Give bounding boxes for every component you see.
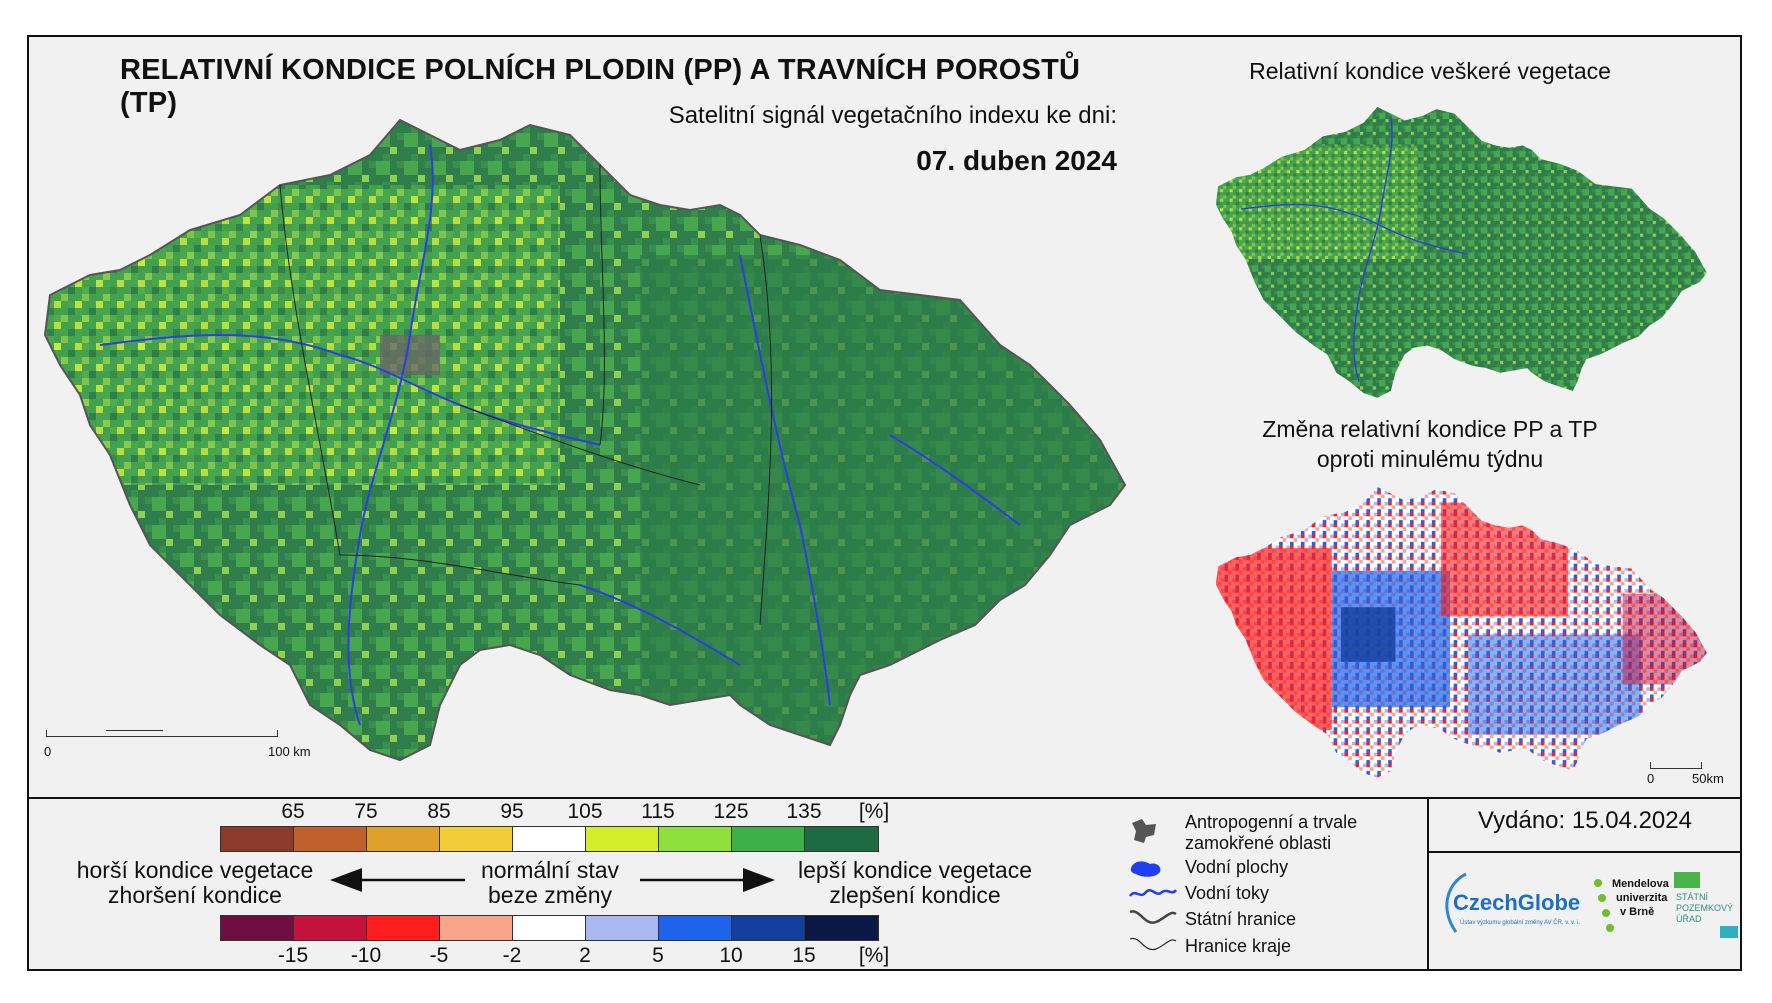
inset-change-title-2: oproti minulému týdnu — [1316, 446, 1544, 472]
legend_condition-tick-7: 135 — [786, 800, 822, 823]
legend_change-tick-8: [%] — [858, 944, 890, 967]
arrow-right-icon — [640, 868, 775, 892]
logo-divider — [1427, 851, 1742, 853]
map-title: RELATIVNÍ KONDICE POLNÍCH PLODIN (PP) A … — [120, 54, 1081, 119]
worse-label-2: zhoršení kondice — [108, 882, 282, 908]
czechglobe-subtitle: Ústav výzkumu globální změny AV ČR, v. v… — [1460, 920, 1581, 926]
inset-scale-end: 50km — [1692, 771, 1724, 786]
better-label-1: lepší kondice vegetace — [798, 857, 1032, 883]
legend_condition-swatch-6 — [659, 827, 732, 851]
better-label-2: zlepšení kondice — [829, 882, 1001, 908]
normal-label-2: beze změny — [487, 882, 612, 908]
normal-label-1: normální stav — [480, 857, 620, 883]
legend_condition-swatch-4 — [513, 827, 586, 851]
main-scale-bar — [46, 730, 286, 742]
water-bodies-label: Vodní plochy — [1185, 857, 1289, 877]
main-scale-end: 100 km — [268, 744, 311, 759]
legend_change-tick-6: 10 — [719, 944, 743, 967]
mendel-line-1: Mendelova — [1612, 878, 1669, 890]
legend_condition-tick-4: 105 — [567, 800, 603, 823]
mendel-dots-icon — [1594, 879, 1614, 932]
state-border-label: Státní hranice — [1185, 909, 1297, 929]
legend_condition-tick-2: 85 — [427, 800, 451, 823]
legend_change-swatch-3 — [440, 916, 513, 940]
anthropogenic-label-2: zamokřené oblasti — [1185, 833, 1332, 853]
change-color-scale — [220, 915, 879, 941]
legend_change-swatch-1 — [294, 916, 367, 940]
inset-change-map — [1215, 486, 1707, 778]
legend_change-tick-4: 2 — [579, 944, 591, 967]
legend_condition-swatch-8 — [805, 827, 878, 851]
inset-vegetation-map — [1215, 106, 1707, 398]
map-subtitle: Satelitní signál vegetačního indexu ke d… — [668, 102, 1117, 129]
main-map — [43, 118, 1127, 762]
legend_change-swatch-0 — [221, 916, 294, 940]
legend_change-swatch-2 — [367, 916, 440, 940]
inset-change-title-1: Změna relativní kondice PP a TP — [1262, 416, 1598, 442]
legend_condition-tick-5: 115 — [641, 800, 675, 823]
legend-divider — [27, 797, 1742, 799]
spu-line-1: STÁTNÍ — [1676, 892, 1709, 902]
czechglobe-arc-icon — [1445, 872, 1467, 933]
legend_change-swatch-6 — [659, 916, 732, 940]
legend_condition-tick-3: 95 — [500, 800, 524, 823]
main-scale-start: 0 — [44, 744, 52, 759]
mendel-line-2: univerzita — [1616, 892, 1668, 904]
legend_change-tick-3: -2 — [502, 944, 522, 967]
legend_change-swatch-5 — [586, 916, 659, 940]
mendel-line-3: v Brně — [1620, 906, 1655, 918]
mendel-logo: Mendelova univerzita v Brně — [1592, 878, 1672, 938]
legend_condition-swatch-5 — [586, 827, 659, 851]
legend_change-tick-5: 5 — [652, 944, 664, 967]
region-border-label: Hranice kraje — [1185, 936, 1292, 956]
worse-label-1: horší kondice vegetace — [76, 857, 314, 883]
spu-teal-square — [1720, 926, 1738, 938]
legend_condition-tick-0: 65 — [281, 800, 305, 823]
legend_condition-tick-6: 125 — [713, 800, 749, 823]
legend_change-tick-1: -10 — [350, 944, 382, 967]
arrow-left-icon — [330, 868, 465, 892]
water-body-icon — [1130, 861, 1161, 877]
anthropogenic-area-icon — [1132, 819, 1156, 843]
legend_change-tick-2: -5 — [429, 944, 449, 967]
legend_condition-swatch-3 — [440, 827, 513, 851]
legend_condition-tick-8: [%] — [858, 800, 890, 823]
issued-date: Vydáno: 15.04.2024 — [1478, 807, 1692, 834]
issued-divider — [1427, 797, 1429, 971]
czechglobe-name: CzechGlobe — [1453, 890, 1581, 915]
spu-green-square — [1674, 872, 1700, 888]
map-date: 07. duben 2024 — [916, 145, 1117, 176]
rivers-label: Vodní toky — [1185, 883, 1270, 903]
river-icon — [1129, 889, 1178, 897]
spu-line-2: POZEMKOVÝ — [1676, 903, 1734, 913]
legend_change-swatch-4 — [513, 916, 586, 940]
inset-scale-start: 0 — [1647, 771, 1655, 786]
spu-line-3: ÚŘAD — [1676, 914, 1702, 924]
state-border-icon — [1129, 910, 1177, 924]
legend_change-swatch-8 — [805, 916, 878, 940]
legend_condition-tick-1: 75 — [354, 800, 378, 823]
region-border-icon — [1129, 937, 1177, 951]
legend_condition-swatch-1 — [294, 827, 367, 851]
anthropogenic-label-1: Antropogenní a trvale — [1185, 812, 1358, 832]
legend_condition-swatch-0 — [221, 827, 294, 851]
legend_condition-swatch-7 — [732, 827, 805, 851]
condition-color-scale — [220, 826, 879, 852]
legend_condition-swatch-2 — [367, 827, 440, 851]
inset-scale-bar — [1650, 762, 1702, 769]
inset-vegetation-title: Relativní kondice veškeré vegetace — [1249, 58, 1611, 84]
spu-logo: STÁTNÍ POZEMKOVÝ ÚŘAD — [1672, 872, 1742, 942]
czechglobe-logo: CzechGlobe Ústav výzkumu globální změny … — [1436, 870, 1596, 940]
legend_change-tick-0: -15 — [277, 944, 309, 967]
legend_change-tick-7: 15 — [792, 944, 816, 967]
legend_change-swatch-7 — [732, 916, 805, 940]
